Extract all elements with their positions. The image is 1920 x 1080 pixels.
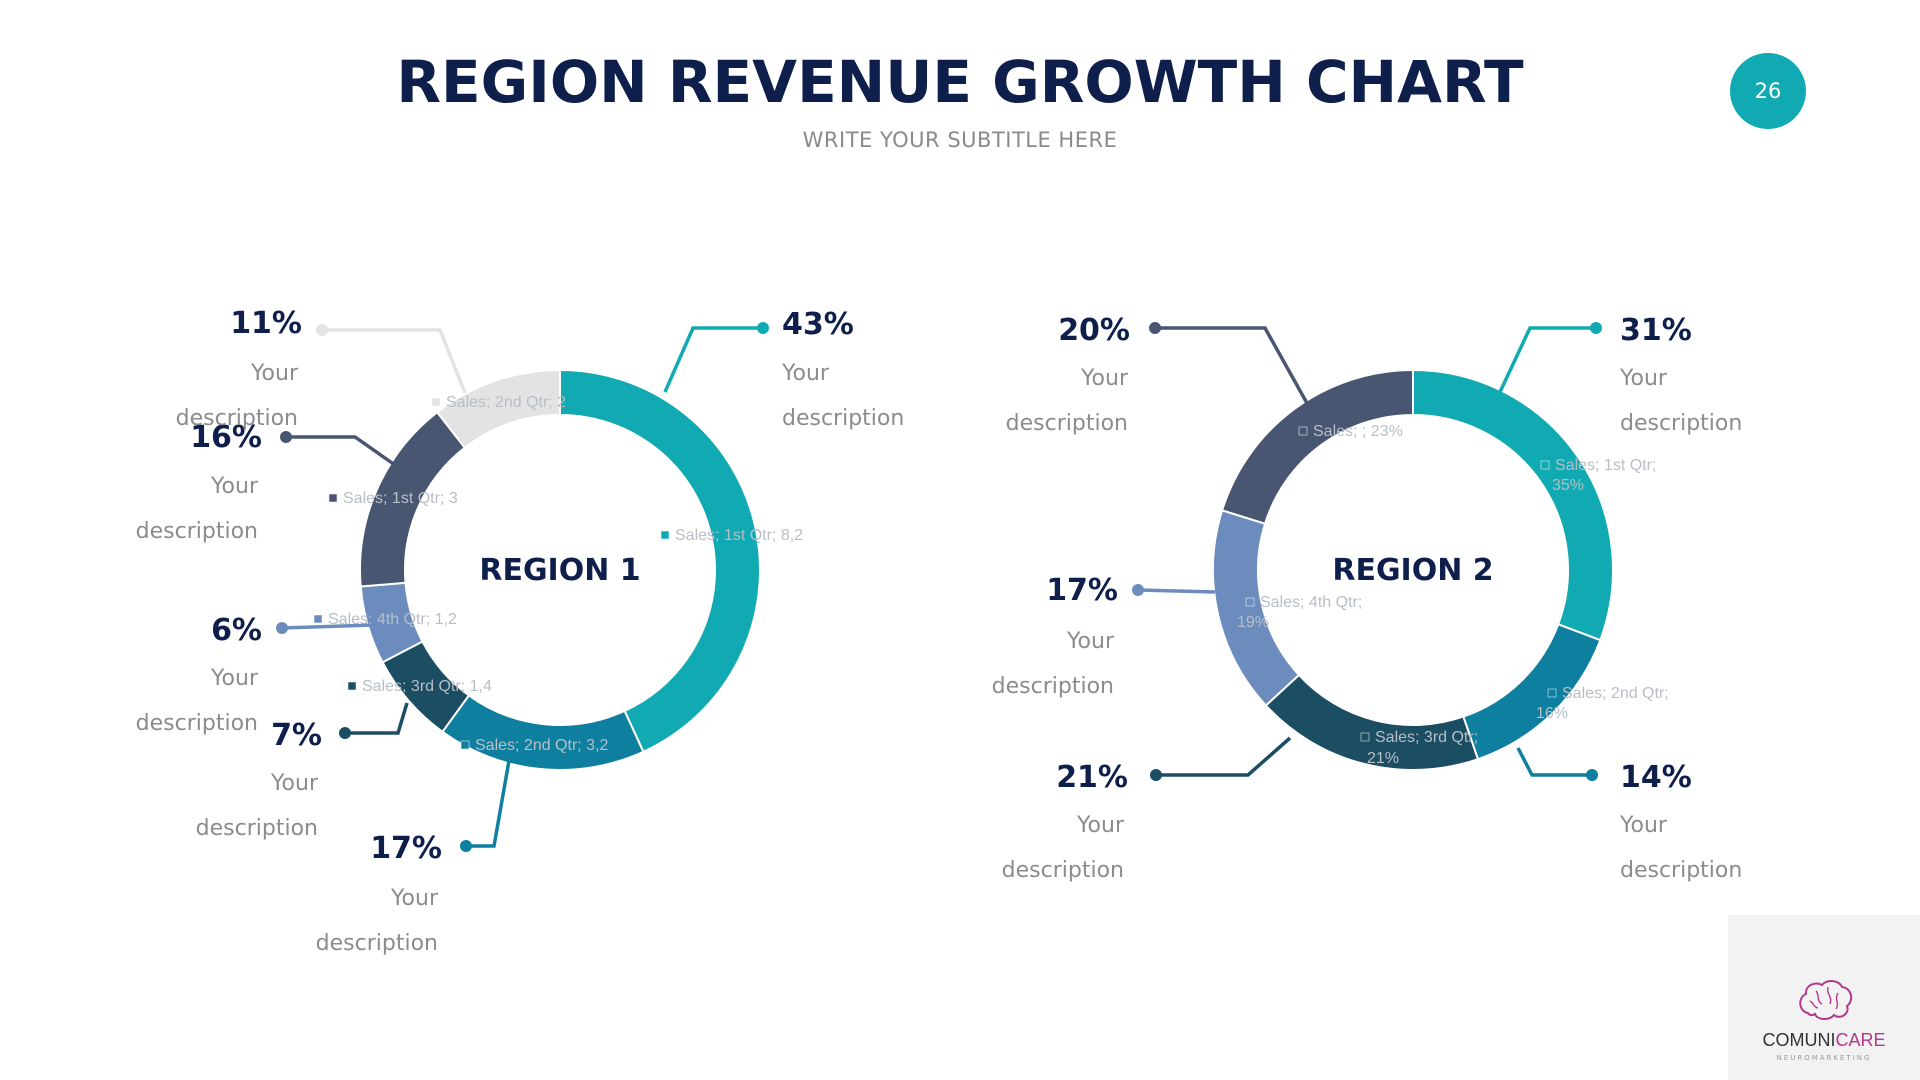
callout-line	[322, 328, 467, 394]
callout-description: Your	[1066, 629, 1115, 654]
donut-center-label: REGION 2	[1332, 553, 1493, 588]
brain-icon	[1799, 980, 1853, 1020]
slice-data-label: Sales; 4th Qtr;	[1260, 594, 1362, 611]
callout-line	[1516, 747, 1592, 777]
data-label-marker	[328, 493, 338, 503]
callout-line	[1498, 326, 1596, 393]
callout-description: Your	[1080, 366, 1129, 391]
data-label-marker	[660, 530, 670, 540]
callout-percent: 31%	[1620, 313, 1692, 348]
slice-data-label-line2: 16%	[1536, 705, 1568, 722]
callout-description: Your	[270, 771, 319, 796]
callout-percent: 7%	[271, 718, 322, 753]
callout-percent: 11%	[230, 306, 302, 341]
callout-line	[1155, 326, 1310, 406]
callout-description: Your	[1619, 366, 1668, 391]
data-label-marker	[313, 614, 323, 624]
callout-percent: 20%	[1058, 313, 1130, 348]
callout-description: Your	[1076, 813, 1125, 838]
callout-line	[466, 754, 512, 848]
data-label-marker	[1360, 732, 1370, 742]
slice-data-label: Sales; ; 23%	[1313, 423, 1403, 440]
callout-dot	[1132, 584, 1144, 596]
slice-data-label: Sales; 2nd Qtr;	[1562, 685, 1669, 702]
callout-description: Your	[781, 361, 830, 386]
data-label-marker	[1245, 597, 1255, 607]
slice-data-label: Sales; 1st Qtr; 8,2	[675, 527, 803, 544]
logo-name-part2: CARE	[1835, 1030, 1886, 1050]
callout-dot	[1149, 322, 1161, 334]
callout-dot	[276, 622, 288, 634]
callout-percent: 17%	[1046, 573, 1118, 608]
callout-description: Your	[210, 666, 259, 691]
callout-percent: 43%	[782, 307, 854, 342]
donut-center-label: REGION 1	[479, 553, 640, 588]
callout-line	[286, 435, 397, 467]
slice-data-label: Sales; 1st Qtr;	[1555, 457, 1656, 474]
callout-line	[1156, 736, 1292, 777]
slice-data-label-line2: 19%	[1237, 614, 1269, 631]
callout-line	[1137, 588, 1216, 594]
callout-description: description	[196, 816, 318, 841]
callout-description: description	[316, 931, 438, 956]
callout-percent: 6%	[211, 613, 262, 648]
data-label-marker	[1547, 688, 1557, 698]
callout-dot	[1586, 769, 1598, 781]
callout-line	[281, 623, 375, 630]
data-label-marker	[1298, 426, 1308, 436]
callout-line	[663, 326, 763, 393]
page-title: REGION REVENUE GROWTH CHART	[396, 48, 1524, 116]
slice-data-label: Sales; 2nd Qtr; 3,2	[475, 737, 609, 754]
logo-name-part1: COMUNI	[1762, 1030, 1836, 1050]
callout-dot	[339, 727, 351, 739]
callout-percent: 14%	[1620, 760, 1692, 795]
slice-data-label-line2: 35%	[1552, 477, 1584, 494]
slice-data-label: Sales; 2nd Qtr; 2	[446, 394, 566, 411]
donut-slice	[441, 694, 645, 771]
callout-percent: 17%	[370, 831, 442, 866]
data-label-marker	[347, 681, 357, 691]
donut-slice	[559, 368, 761, 754]
callout-description: description	[1620, 858, 1742, 883]
company-logo: COMUNICARE NEUROMARKETING	[1728, 915, 1920, 1080]
callout-description: description	[782, 406, 904, 431]
donut-slice	[1220, 368, 1414, 525]
callout-description: description	[1006, 411, 1128, 436]
callout-description: description	[1620, 411, 1742, 436]
callout-dot	[1150, 769, 1162, 781]
callout-dot	[460, 840, 472, 852]
data-label-marker	[460, 740, 470, 750]
callout-description: Your	[1619, 813, 1668, 838]
data-label-marker	[431, 397, 441, 407]
donut-slice	[435, 368, 561, 450]
page-number-badge: 26	[1730, 53, 1806, 129]
page-subtitle: WRITE YOUR SUBTITLE HERE	[802, 128, 1118, 152]
logo-tagline: NEUROMARKETING	[1776, 1054, 1872, 1062]
callout-dot	[280, 431, 292, 443]
callout-description: description	[136, 519, 258, 544]
callout-line	[345, 702, 409, 735]
slice-data-label: Sales; 1st Qtr; 3	[343, 490, 458, 507]
region-1-donut-chart: REGION 1 Sales; 1st Qtr; 8,2 Sales; 2nd Qt…	[136, 306, 905, 956]
callout-description: description	[1002, 858, 1124, 883]
callout-description: description	[136, 711, 258, 736]
callout-description: description	[176, 406, 298, 431]
callout-dot	[757, 322, 769, 334]
callout-percent: 21%	[1056, 760, 1128, 795]
slice-data-label-line2: 21%	[1367, 750, 1399, 767]
slice-data-label: Sales; 3rd Qtr;	[1375, 729, 1478, 746]
callout-description: description	[992, 674, 1114, 699]
data-label-marker	[1540, 460, 1550, 470]
callout-description: Your	[390, 886, 439, 911]
callout-dot	[1590, 322, 1602, 334]
callout-percent: 16%	[190, 420, 262, 455]
callout-dot	[316, 324, 328, 336]
callout-description: Your	[250, 361, 299, 386]
region-2-donut-chart: REGION 2 Sales; 1st Qtr; 35% Sales; 2nd Qtr…	[992, 313, 1743, 883]
logo-wordmark: COMUNICARE	[1728, 1030, 1920, 1051]
callout-description: Your	[210, 474, 259, 499]
donut-slice	[1412, 368, 1614, 642]
slice-data-label: Sales; 3rd Qtr; 1,4	[362, 678, 492, 695]
